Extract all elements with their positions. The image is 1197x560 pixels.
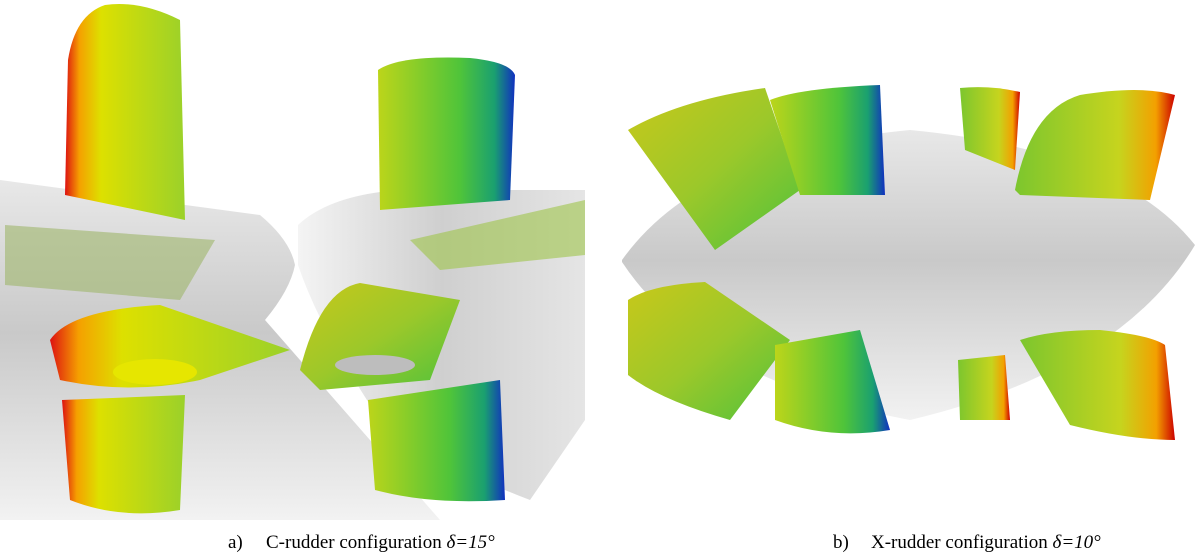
figure-images xyxy=(0,0,1197,520)
caption-math: δ=15° xyxy=(446,532,494,553)
caption-label: a) xyxy=(228,532,266,554)
caption-b: b)X-rudder configuration δ=10° xyxy=(833,532,1101,554)
panel-a xyxy=(0,4,585,520)
caption-text: X-rudder configuration xyxy=(871,532,1048,553)
page: a)C-rudder configuration δ=15° b)X-rudde… xyxy=(0,0,1197,560)
caption-label: b) xyxy=(833,532,871,554)
caption-text: C-rudder configuration xyxy=(266,532,442,553)
panel-b xyxy=(622,85,1195,440)
caption-math: δ=10° xyxy=(1053,532,1101,553)
caption-a: a)C-rudder configuration δ=15° xyxy=(228,532,495,554)
